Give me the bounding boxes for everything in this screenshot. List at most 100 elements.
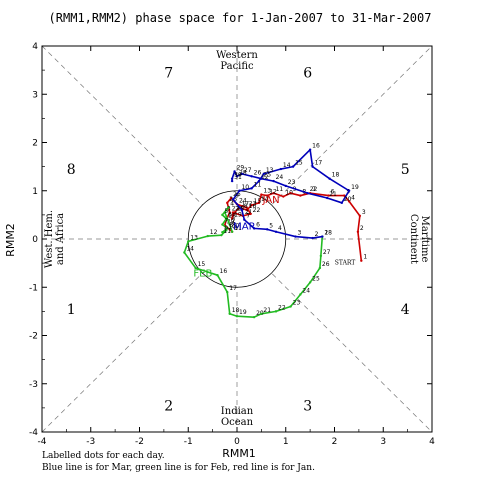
footer-note-1: Labelled dots for each day. <box>42 451 165 461</box>
day-dot <box>231 198 235 201</box>
x-tick-label: 3 <box>380 437 386 447</box>
day-label: 2 <box>232 218 236 225</box>
day-label: 19 <box>239 309 247 316</box>
day-dot <box>340 201 344 205</box>
day-dot <box>274 230 278 233</box>
day-label: 24 <box>276 174 284 181</box>
day-label: 7 <box>246 213 250 220</box>
day-label: 17 <box>229 285 237 292</box>
day-label: 20 <box>256 310 264 317</box>
day-label: 1 <box>324 230 328 237</box>
day-label: 3 <box>362 209 366 216</box>
day-label: 31 <box>234 174 242 181</box>
day-dot <box>233 170 236 173</box>
day-dot <box>223 211 227 214</box>
day-label: 22 <box>253 207 261 214</box>
chart-title: (RMM1,RMM2) phase space for 1-Jan-2007 t… <box>49 11 432 25</box>
day-label: 24 <box>302 287 310 294</box>
day-dot <box>252 227 256 230</box>
day-dot <box>194 266 197 270</box>
x-axis-label: RMM1 <box>222 447 256 460</box>
day-dot <box>289 305 292 308</box>
phase-label-6: 6 <box>303 66 312 82</box>
day-dot <box>216 273 219 277</box>
day-label: 19 <box>234 212 242 219</box>
day-dot <box>272 179 275 183</box>
day-label: 15 <box>295 160 303 167</box>
day-label: 4 <box>230 201 234 208</box>
day-label: 2 <box>315 231 319 238</box>
day-label: 23 <box>293 300 301 307</box>
day-dot <box>230 179 234 183</box>
day-dot <box>306 191 309 195</box>
day-label: 27 <box>323 249 331 256</box>
day-dot <box>240 172 244 176</box>
day-dot <box>291 165 295 168</box>
day-dot <box>257 201 261 205</box>
month-label-feb: FEB <box>193 269 212 280</box>
series-line-feb <box>183 206 324 318</box>
day-label: 25 <box>263 172 271 179</box>
day-dot <box>230 217 234 220</box>
day-label: 22 <box>310 186 318 193</box>
day-dot <box>308 281 312 284</box>
day-label: 16 <box>312 143 320 150</box>
y-tick-label: 4 <box>32 42 38 52</box>
day-dot <box>220 233 223 237</box>
y-tick-label: 3 <box>32 90 38 100</box>
day-dot <box>328 177 331 180</box>
day-dot <box>327 194 330 197</box>
day-dot <box>229 196 233 200</box>
day-label: 25 <box>312 275 320 282</box>
day-dot <box>358 214 362 218</box>
month-label-jan: JAN <box>262 195 280 206</box>
day-label: 7 <box>224 218 228 225</box>
day-dot <box>299 194 302 197</box>
day-label: 3 <box>227 205 231 212</box>
y-axis-label: RMM2 <box>4 223 17 257</box>
day-label: 17 <box>315 160 323 167</box>
x-tick-label: -2 <box>135 437 144 447</box>
day-label: 17 <box>241 201 249 208</box>
day-dot <box>228 312 231 315</box>
day-label: 11 <box>254 181 262 188</box>
day-label: 6 <box>228 212 232 219</box>
day-label: 20 <box>235 205 243 212</box>
y-tick-label: 0 <box>32 235 38 245</box>
day-label: 28 <box>324 230 332 237</box>
day-label: 10 <box>285 190 293 197</box>
day-label: 29 <box>237 164 245 171</box>
day-dot <box>226 290 229 294</box>
day-label: 14 <box>283 162 291 169</box>
day-label: 7 <box>312 186 316 193</box>
day-label: 28 <box>239 169 247 176</box>
day-label: 27 <box>244 167 252 174</box>
day-dot <box>226 227 229 230</box>
day-label: 21 <box>263 307 271 314</box>
day-dot <box>206 234 209 238</box>
x-tick-label: -3 <box>86 437 95 447</box>
day-dot <box>252 315 256 319</box>
day-dot <box>225 217 228 220</box>
y-tick-label: -3 <box>29 380 38 390</box>
region-label-western-pacific: Western Pacific <box>216 50 258 72</box>
day-label: 8 <box>244 203 248 210</box>
y-tick-label: 1 <box>32 187 38 197</box>
day-dot <box>257 179 261 183</box>
y-tick-label: 2 <box>32 139 38 149</box>
day-dot <box>347 189 351 192</box>
day-dot <box>235 175 239 178</box>
phase-label-7: 7 <box>164 66 173 82</box>
region-label-maritime-continent: MaritimeContinent <box>408 214 430 264</box>
day-label: 11 <box>276 186 284 193</box>
day-label: 28 <box>228 213 236 220</box>
y-tick-label: -1 <box>29 283 38 293</box>
day-label: 15 <box>254 198 262 205</box>
day-dot <box>282 195 285 198</box>
day-dot <box>221 213 224 217</box>
phase-label-8: 8 <box>67 162 76 178</box>
footer-note-2: Blue line is for Mar, green line is for … <box>42 463 315 473</box>
day-label: 12 <box>269 189 277 196</box>
